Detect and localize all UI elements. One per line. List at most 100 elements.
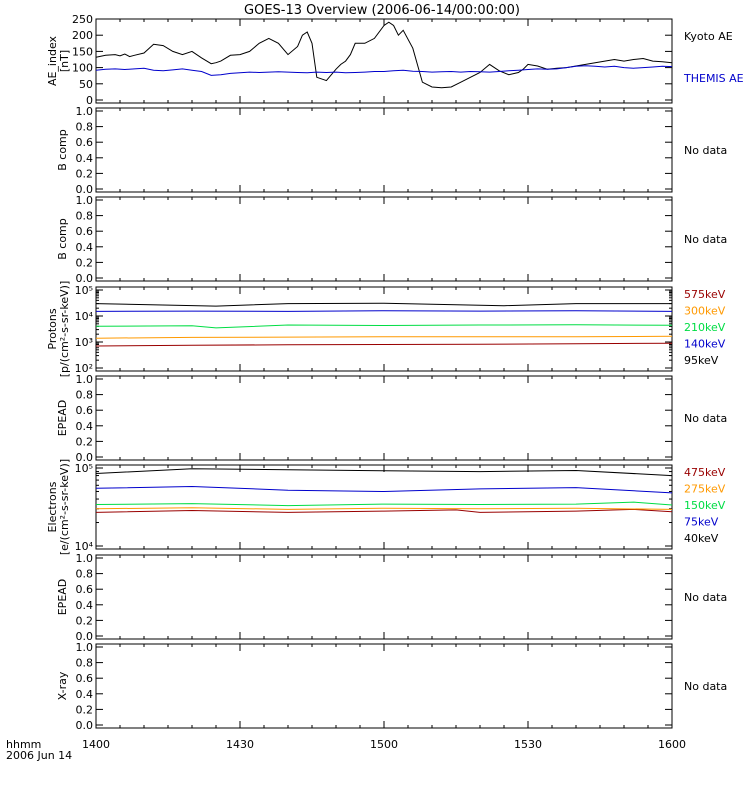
x-axis-label-date: 2006 Jun 14	[6, 749, 72, 762]
x-tick-label: 1500	[370, 738, 398, 751]
y-axis-label: B comp	[56, 129, 69, 171]
y-tick-label: 50	[79, 78, 93, 91]
y-tick-label: 0.4	[76, 241, 94, 254]
panel-8: 0.0 0.2 0.4 0.6 0.8 1.0 X-ray No data	[56, 641, 727, 732]
no-data-label: No data	[684, 233, 727, 246]
y-tick-label: 0.2	[76, 256, 94, 269]
y-tick-label: 0.8	[76, 389, 94, 402]
y-tick-label: 250	[72, 13, 93, 26]
series-line-575kev	[95, 342, 673, 347]
panel-frame	[95, 464, 673, 550]
x-tick-label: 1600	[658, 738, 686, 751]
legend-entry: 40keV	[684, 532, 719, 545]
y-tick-label: 1.0	[76, 105, 94, 118]
y-tick-label: 10⁵	[75, 462, 93, 475]
y-axis-label: [e/(cm²-s-sr-keV)]	[58, 459, 71, 555]
panel-frame	[95, 196, 673, 282]
y-tick-label: 0.6	[76, 225, 94, 238]
y-axis-label: EPEAD	[56, 400, 69, 437]
legend-entry: 150keV	[684, 499, 726, 512]
series-line-210kev	[95, 324, 673, 329]
y-tick-label: 1.0	[76, 373, 94, 386]
y-axis-label: X-ray	[56, 671, 69, 700]
y-tick-label: 0.0	[76, 183, 94, 196]
y-axis-label: [nT]	[58, 50, 71, 72]
panel-7: 0.0 0.2 0.4 0.6 0.8 1.0 EPEAD No data	[56, 552, 727, 643]
y-tick-label: 0.8	[76, 121, 94, 134]
legend-entry: 210keV	[684, 321, 726, 334]
y-tick-label: 0.6	[76, 672, 94, 685]
y-tick-label: 0.8	[76, 210, 94, 223]
no-data-label: No data	[684, 680, 727, 693]
panel-frame	[95, 375, 673, 461]
no-data-label: No data	[684, 412, 727, 425]
x-tick-label: 1430	[226, 738, 254, 751]
y-tick-label: 0.0	[76, 451, 94, 464]
y-tick-label: 200	[72, 29, 93, 42]
series-line-275kev	[95, 507, 673, 510]
legend-entry: 95keV	[684, 354, 719, 367]
legend-entry: 575keV	[684, 288, 726, 301]
y-tick-label: 1.0	[76, 194, 94, 207]
y-tick-label: 0.4	[76, 688, 94, 701]
x-tick-label: 1400	[82, 738, 110, 751]
y-tick-label: 1.0	[76, 641, 94, 654]
series-line-140kev	[95, 310, 673, 312]
panel-5: 0.0 0.2 0.4 0.6 0.8 1.0 EPEAD No data	[56, 373, 727, 464]
y-tick-label: 0.6	[76, 136, 94, 149]
series-line-kyoto-ae	[95, 21, 673, 89]
panels: 0 50 100 150 200 250 AE_index [nT] Kyoto AE THEMI…	[46, 13, 744, 732]
x-tick-label: 1530	[514, 738, 542, 751]
legend-entry: 75keV	[684, 516, 719, 529]
chart-title: GOES-13 Overview (2006-06-14/00:00:00)	[244, 3, 520, 18]
y-tick-label: 10⁴	[75, 540, 94, 553]
series-line-150kev	[95, 501, 673, 507]
panel-4: 10² 10³ 10⁴ 10⁵ Protons [p/(cm²-s-sr-keV)] 575…	[46, 281, 726, 378]
legend-entry: 300keV	[684, 305, 726, 318]
series-line-95kev	[95, 302, 672, 307]
x-axis: 1400 1430 1500 1530 1600	[82, 738, 686, 751]
series-line-themis-ae	[95, 65, 673, 76]
legend-entry: 275keV	[684, 483, 726, 496]
panel-frame	[95, 107, 673, 193]
series-line-75kev	[95, 485, 673, 494]
y-axis-label: B comp	[56, 218, 69, 260]
panel-1: 0 50 100 150 200 250 AE_index [nT] Kyoto AE THEMI…	[46, 13, 744, 107]
y-tick-label: 0.0	[76, 719, 94, 732]
y-axis-label: Electrons	[46, 481, 59, 532]
y-tick-label: 0.2	[76, 703, 94, 716]
y-tick-label: 0.2	[76, 435, 94, 448]
series-line-475kev	[95, 508, 673, 513]
y-tick-label: 1.0	[76, 552, 94, 565]
y-axis-label: AE_index	[46, 35, 59, 86]
y-tick-label: 10⁴	[75, 310, 94, 323]
y-tick-label: 0.4	[76, 599, 94, 612]
y-axis-label: Protons	[46, 308, 59, 349]
y-tick-label: 10³	[75, 336, 93, 349]
panel-frame	[95, 286, 673, 372]
y-tick-label: 150	[72, 45, 93, 58]
y-axis-label: [p/(cm²-s-sr-keV)]	[58, 281, 71, 378]
no-data-label: No data	[684, 591, 727, 604]
y-tick-label: 100	[72, 62, 93, 75]
y-tick-label: 0.2	[76, 167, 94, 180]
legend-entry: THEMIS AE	[683, 72, 744, 85]
y-tick-label: 10²	[75, 362, 93, 375]
no-data-label: No data	[684, 144, 727, 157]
y-tick-label: 0	[86, 94, 93, 107]
series-line-40kev	[95, 468, 673, 477]
x-axis-label-hhmm: hhmm	[6, 738, 41, 751]
y-tick-label: 0.4	[76, 420, 94, 433]
y-tick-label: 0.4	[76, 152, 94, 165]
y-axis-label: EPEAD	[56, 579, 69, 616]
panel-2: 0.0 0.2 0.4 0.6 0.8 1.0 B comp No data	[56, 105, 727, 196]
series-line-300kev	[95, 335, 673, 339]
panel-frame	[95, 643, 673, 729]
panel-frame	[95, 18, 673, 104]
legend-entry: Kyoto AE	[684, 30, 733, 43]
legend-entry: 140keV	[684, 338, 726, 351]
y-tick-label: 0.0	[76, 272, 94, 285]
y-tick-label: 10⁵	[75, 284, 93, 297]
panel-6: 10⁴ 10⁵ Electrons [e/(cm²-s-sr-keV)] 475keV 2…	[46, 459, 726, 555]
y-tick-label: 0.0	[76, 630, 94, 643]
